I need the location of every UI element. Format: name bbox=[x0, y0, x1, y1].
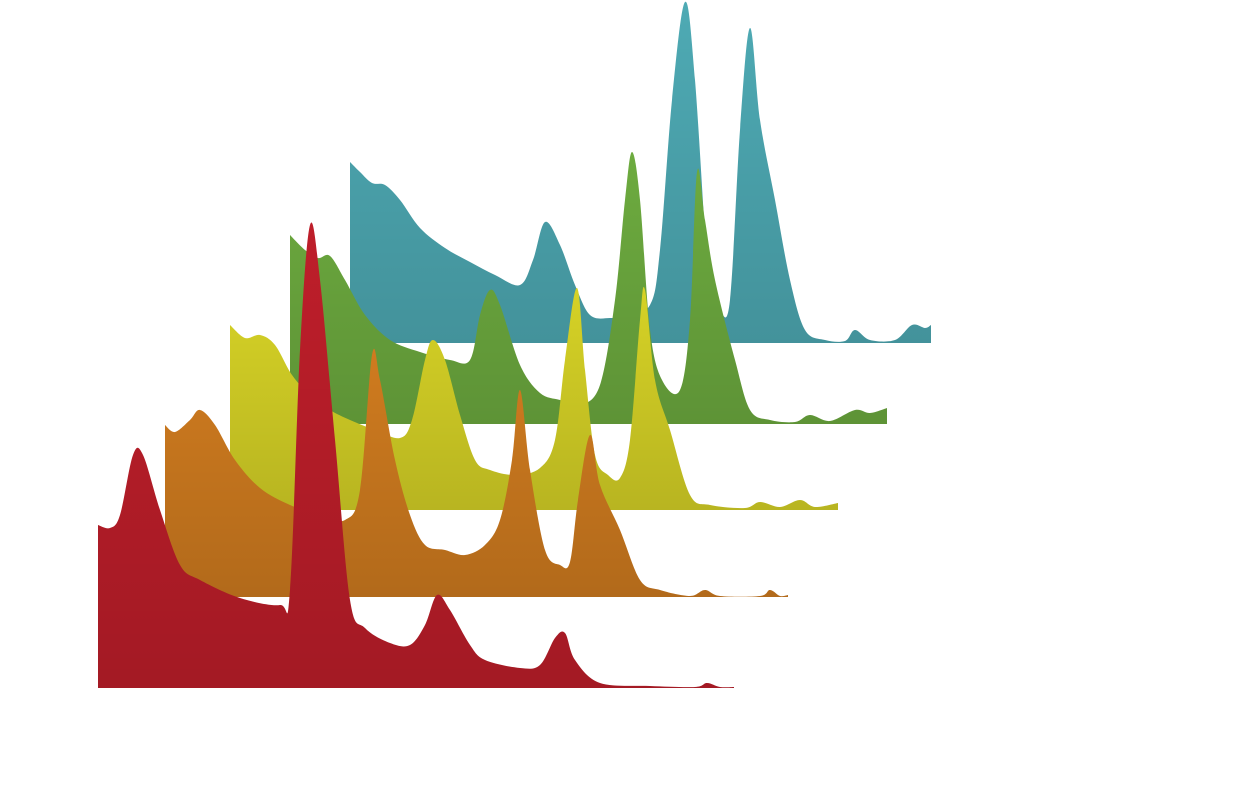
ridge-shade bbox=[98, 222, 734, 688]
ridge-shade bbox=[350, 1, 931, 343]
ridge-shade bbox=[290, 152, 887, 424]
